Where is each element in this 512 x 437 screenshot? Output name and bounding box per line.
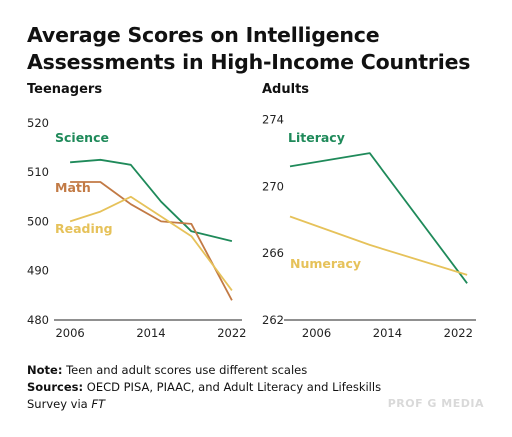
y-tick-label: 500 — [27, 214, 49, 228]
y-tick-label: 520 — [27, 116, 49, 130]
series-label-math: Math — [55, 180, 91, 195]
series-line-numeracy — [289, 215, 468, 276]
series-line-science — [70, 158, 233, 242]
x-tick-label: 2006 — [55, 326, 84, 340]
y-tick-label: 510 — [27, 165, 49, 179]
note-text: Teen and adult scores use different scal… — [66, 363, 308, 377]
series-label-numeracy: Numeracy — [290, 256, 361, 271]
sources-label: Sources: — [27, 380, 84, 394]
series-label-literacy: Literacy — [288, 130, 345, 145]
sources-text: OECD PISA, PIAAC, and Adult Literacy and… — [27, 380, 382, 411]
y-tick-label: 480 — [27, 313, 49, 327]
note-label: Note: — [27, 363, 63, 377]
sources-line: Sources: OECD PISA, PIAAC, and Adult Lit… — [27, 379, 407, 413]
x-tick-label: 2014 — [373, 326, 402, 340]
x-tick-label: 2022 — [217, 326, 246, 340]
y-tick-label: 266 — [262, 246, 284, 260]
teenagers-panel: 480 490 500 510 520 2006 2014 2022 Science Math Re… — [27, 116, 247, 340]
adults-panel: 262 266 270 274 2006 2014 2022 Literacy Numeracy — [262, 113, 476, 340]
panel-title-adults: Adults — [262, 82, 310, 97]
series-label-reading: Reading — [55, 221, 113, 236]
chart-notes: Note: Teen and adult scores use differen… — [27, 362, 407, 413]
note-line: Note: Teen and adult scores use differen… — [27, 362, 407, 379]
x-tick-label: 2022 — [444, 326, 473, 340]
chart-title: Average Scores on Intelligence Assessmen… — [27, 23, 471, 74]
x-tick-label: 2006 — [302, 326, 331, 340]
x-tick-label: 2014 — [136, 326, 165, 340]
series-label-science: Science — [55, 130, 109, 145]
series-line-reading — [69, 195, 233, 291]
series-line-math — [70, 181, 233, 301]
y-tick-label: 274 — [262, 113, 284, 127]
panel-title-teenagers: Teenagers — [27, 82, 103, 97]
sources-italic: FT — [91, 397, 106, 411]
series-line-literacy — [289, 152, 468, 284]
y-tick-label: 262 — [262, 313, 284, 327]
watermark-logo: PROF G MEDIA — [387, 397, 484, 410]
y-tick-label: 490 — [27, 264, 49, 278]
y-tick-label: 270 — [262, 179, 284, 193]
